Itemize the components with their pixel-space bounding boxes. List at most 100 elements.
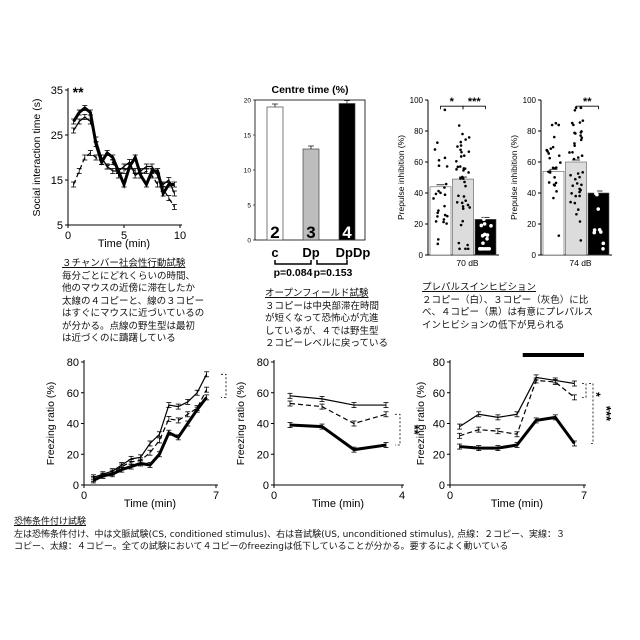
data-point bbox=[443, 186, 446, 189]
data-point bbox=[579, 220, 582, 223]
openfield-caption-line: が短くなって恐怖心が亢進 bbox=[265, 313, 425, 326]
y-tick-label: 80 bbox=[257, 357, 269, 369]
bar bbox=[267, 107, 283, 240]
data-point bbox=[480, 166, 483, 169]
ppi-caption-line: べ、４コピー（黒）は有意にプレパルス bbox=[422, 307, 622, 320]
data-point bbox=[437, 190, 440, 193]
data-point bbox=[467, 248, 470, 251]
data-point bbox=[461, 133, 464, 136]
data-point bbox=[578, 191, 581, 194]
category-label: Dp bbox=[302, 245, 319, 260]
y-axis-label: Social interaction time (s) bbox=[31, 99, 43, 217]
y-tick-label: 80 bbox=[67, 357, 79, 369]
y-tick-label: 40 bbox=[414, 189, 423, 198]
bar-number-label: 2 bbox=[270, 223, 279, 242]
context-test-chart: 02040608004Time (min)Freezing ratio (%)*… bbox=[232, 350, 422, 515]
y-tick-label: 40 bbox=[433, 419, 445, 431]
data-point bbox=[434, 148, 437, 151]
bar-number-label: 4 bbox=[342, 223, 352, 242]
data-point bbox=[436, 141, 439, 144]
social-caption-line: はすぐにマウスに近づいているの bbox=[62, 308, 252, 321]
data-point bbox=[594, 189, 597, 192]
x-tick-label: 7 bbox=[581, 490, 587, 502]
data-point bbox=[432, 197, 435, 200]
significance-bracket bbox=[221, 374, 226, 397]
data-point bbox=[445, 183, 448, 186]
y-axis-label: Prepulse inhibition (%) bbox=[509, 135, 519, 220]
data-point bbox=[455, 168, 458, 171]
data-point bbox=[602, 248, 605, 251]
openfield-caption: オープンフィールド試験 ３コピーは中央部滞在時間 が短くなって恐怖心が亢進 して… bbox=[265, 288, 425, 351]
centre-time-chart: Centre time (%)051015202c3Dp4DpDpp=0.084… bbox=[235, 82, 385, 290]
social-caption-line: 他のマウスの近傍に滞在したか bbox=[62, 283, 252, 296]
bar bbox=[566, 162, 587, 255]
openfield-caption-line: ２コピーレベルに戻っている bbox=[265, 338, 425, 351]
ppi-caption: プレパルスインヒビション ２コピー（白）、３コピー（灰色）に比 べ、４コピー（黒… bbox=[422, 282, 622, 332]
data-point bbox=[597, 176, 600, 179]
y-tick-label: 20 bbox=[244, 98, 252, 105]
data-point bbox=[546, 150, 549, 153]
y-tick-label: 20 bbox=[414, 220, 423, 229]
data-point bbox=[548, 181, 551, 184]
data-point bbox=[460, 224, 463, 227]
data-point bbox=[553, 136, 556, 139]
data-point bbox=[468, 150, 471, 153]
y-axis-label: Freezing ratio (%) bbox=[415, 382, 427, 465]
data-point bbox=[462, 205, 465, 208]
x-tick-label: 0 bbox=[65, 230, 71, 242]
data-point bbox=[468, 206, 471, 209]
series-line-dashed bbox=[290, 404, 386, 424]
fear-caption-title: 恐怖条件付け試験 bbox=[14, 516, 626, 529]
data-point bbox=[438, 164, 441, 167]
y-tick-label: 15 bbox=[244, 133, 252, 140]
y-tick-label: 35 bbox=[51, 85, 63, 97]
data-point bbox=[552, 146, 555, 149]
data-point bbox=[577, 156, 580, 159]
ppi-caption-line: ２コピー（白）、３コピー（灰色）に比 bbox=[422, 295, 622, 308]
data-point bbox=[481, 159, 484, 162]
y-tick-label: 25 bbox=[51, 130, 63, 142]
data-point bbox=[483, 218, 486, 221]
series-line-thin bbox=[290, 396, 386, 405]
y-tick-label: 20 bbox=[257, 449, 269, 461]
y-tick-label: 60 bbox=[67, 388, 79, 400]
data-point bbox=[467, 171, 470, 174]
x-tick-label: 10 bbox=[174, 230, 186, 242]
ppi-caption-title: プレパルスインヒビション bbox=[422, 282, 622, 295]
data-point bbox=[468, 136, 471, 139]
data-point bbox=[580, 184, 583, 187]
data-point bbox=[444, 193, 447, 196]
data-point bbox=[486, 234, 489, 237]
fear-caption-line: 左は恐怖条件付け、中は文脈試験(CS, conditioned stimulus… bbox=[14, 529, 626, 542]
y-tick-label: 20 bbox=[433, 449, 445, 461]
data-point bbox=[597, 156, 600, 159]
data-point bbox=[597, 208, 600, 211]
data-point bbox=[464, 248, 467, 251]
data-point bbox=[458, 124, 461, 127]
comparison-bracket bbox=[317, 260, 347, 264]
data-point bbox=[555, 182, 558, 185]
data-point bbox=[555, 122, 558, 125]
data-point bbox=[442, 221, 445, 224]
y-tick-label: 20 bbox=[67, 449, 79, 461]
data-point bbox=[464, 138, 467, 141]
data-point bbox=[446, 165, 449, 168]
data-point bbox=[444, 157, 447, 160]
data-point bbox=[464, 185, 467, 188]
data-point bbox=[555, 166, 558, 169]
x-tick-label: 4 bbox=[399, 490, 405, 502]
data-point bbox=[549, 171, 552, 174]
data-point bbox=[456, 201, 459, 204]
data-point bbox=[555, 190, 558, 193]
data-point bbox=[436, 211, 439, 214]
data-point bbox=[456, 145, 459, 148]
significance-mark: * bbox=[589, 392, 603, 397]
data-point bbox=[572, 124, 575, 127]
y-axis-label: Freezing ratio (%) bbox=[235, 382, 247, 465]
data-point bbox=[577, 208, 580, 211]
data-point bbox=[479, 205, 482, 208]
data-point bbox=[459, 177, 462, 180]
ppi-74db-chart: 020406080100Prepulse inhibition (%)74 dB… bbox=[508, 90, 618, 270]
data-point bbox=[574, 202, 577, 205]
category-label: DpDp bbox=[336, 245, 371, 260]
